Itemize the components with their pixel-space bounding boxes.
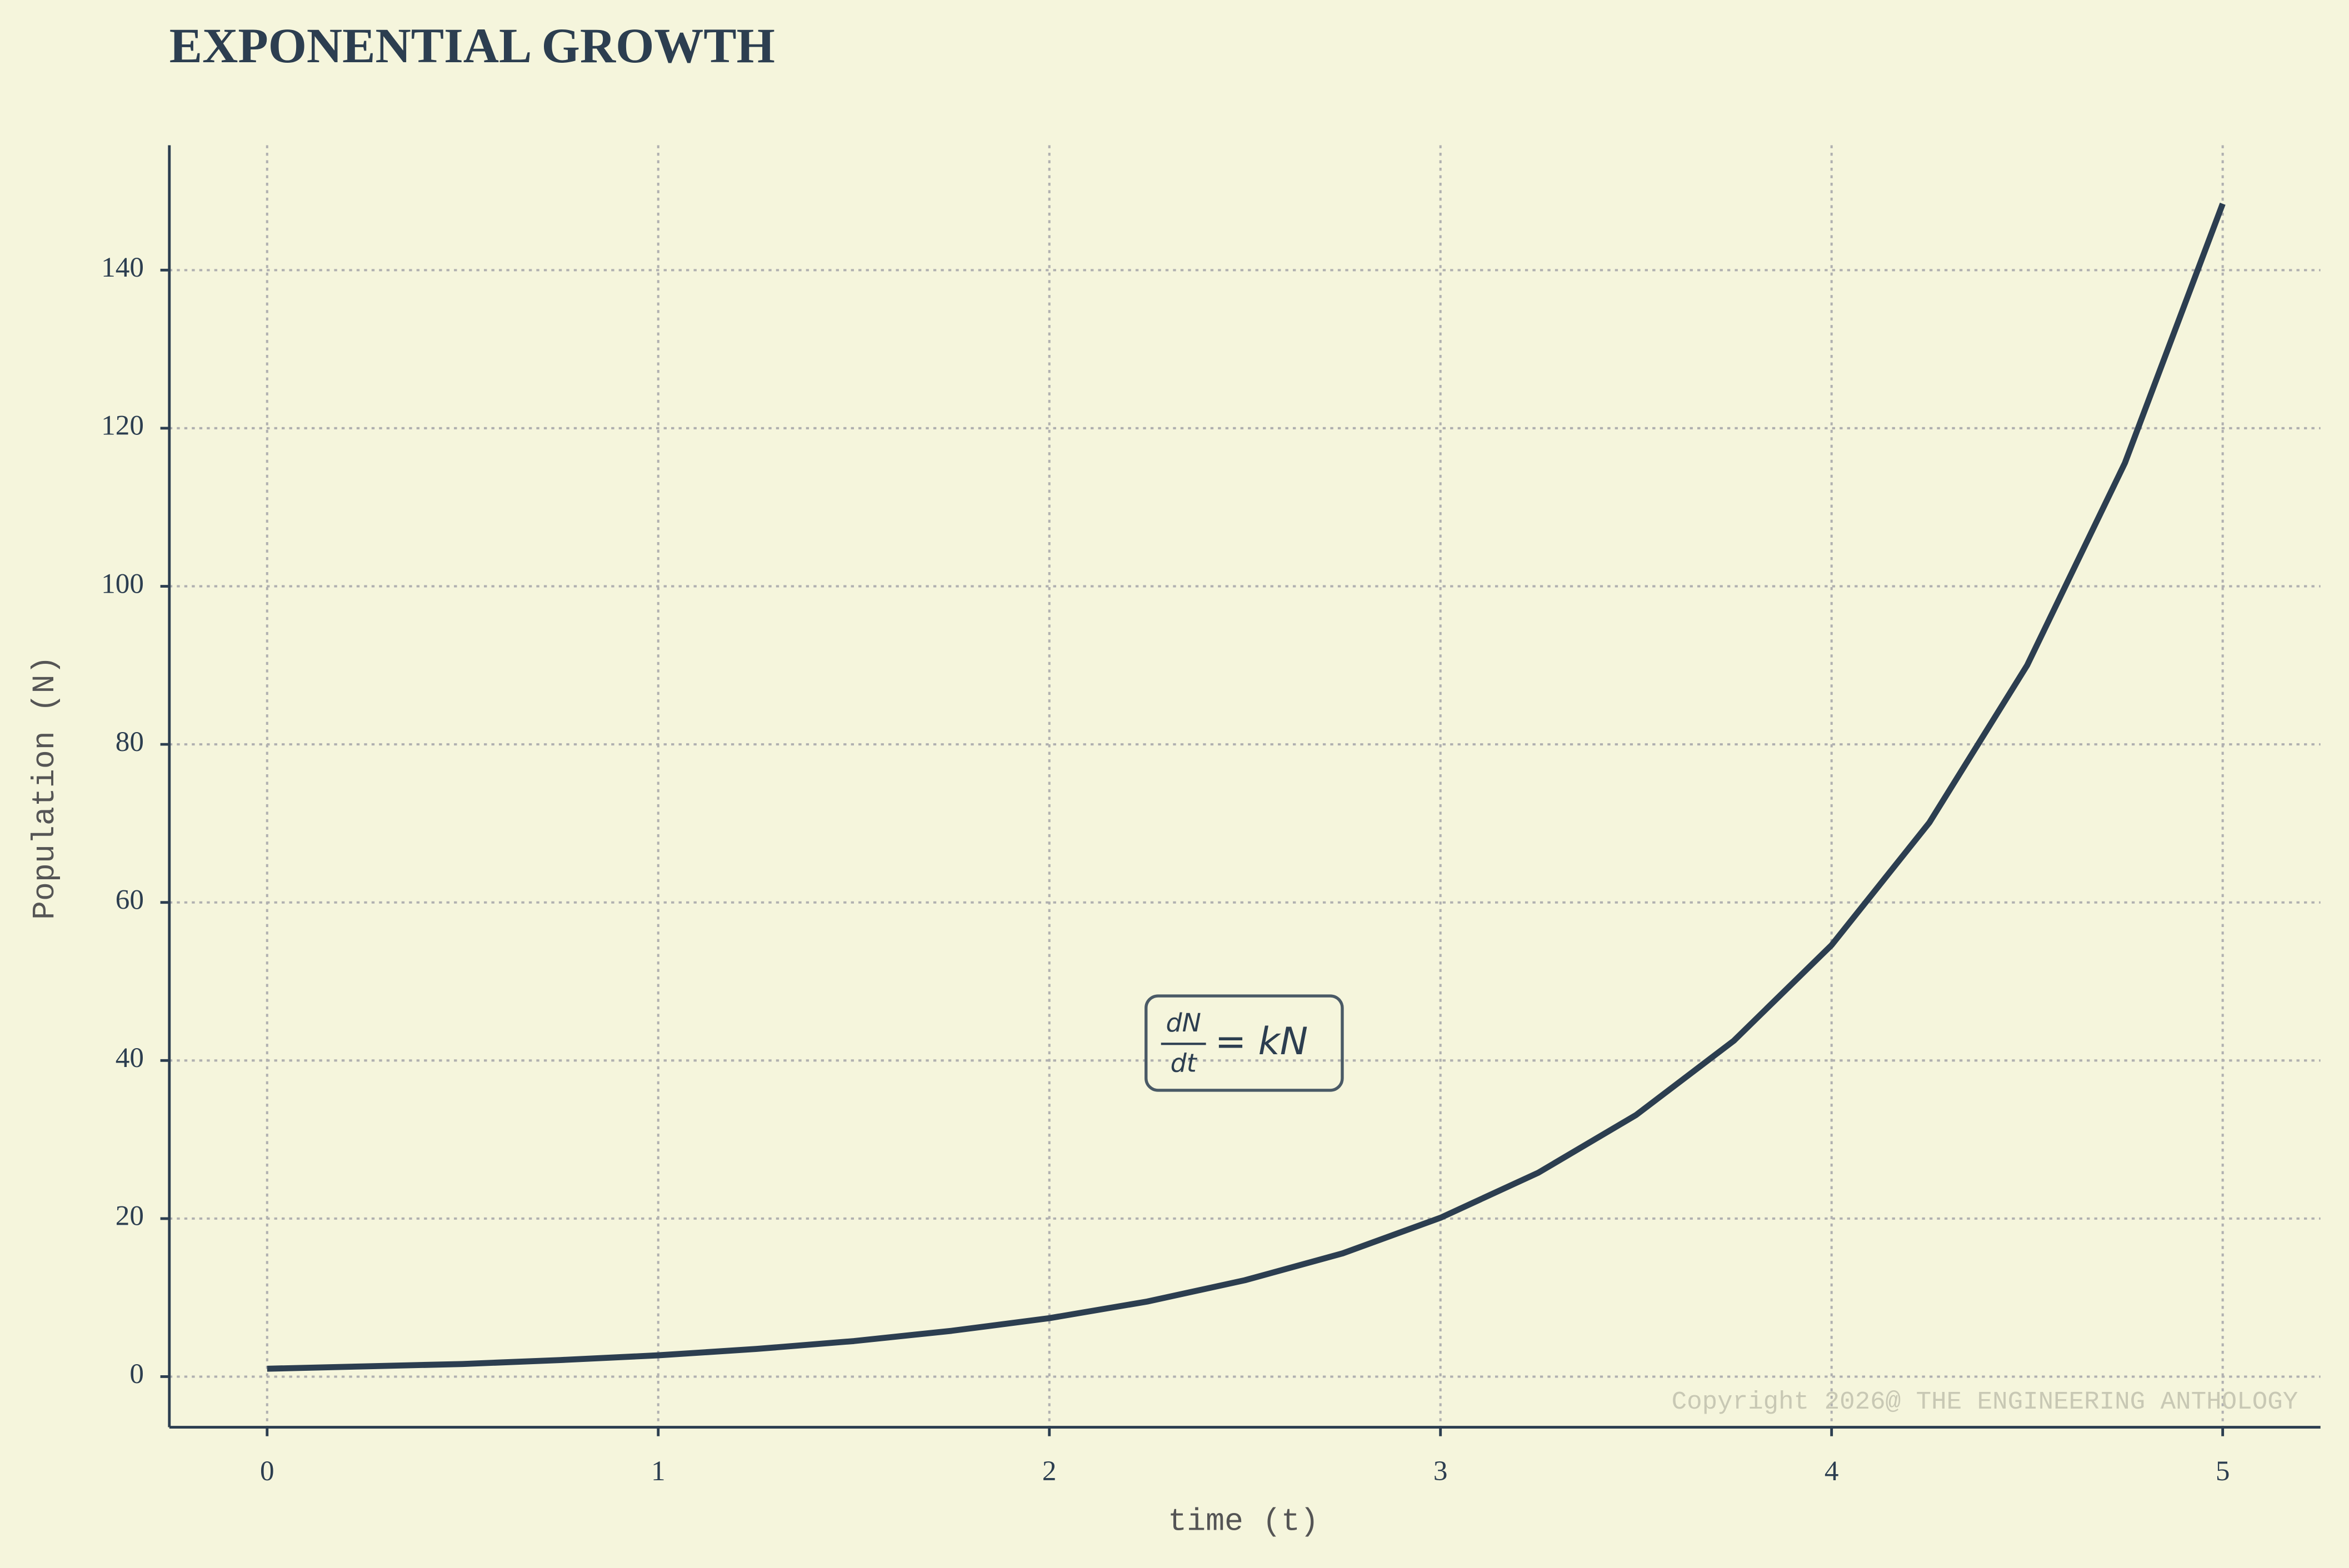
x-tick-label: 1: [651, 1455, 666, 1487]
y-tick-label: 140: [101, 252, 144, 283]
x-tick-label: 4: [1825, 1455, 1839, 1487]
y-tick-label: 40: [116, 1042, 144, 1074]
annotation-box: [1144, 994, 1344, 1092]
x-tick-label: 0: [260, 1455, 274, 1487]
y-tick-label: 100: [101, 568, 144, 599]
line: [267, 202, 2226, 1372]
watermark: Copyright 2026@ THE ENGINEERING ANTHOLOG…: [1672, 1387, 2298, 1416]
y-tick-label: 120: [101, 410, 144, 442]
plot-area: 0 1 2 3 4 5 0 20 40 60 80 100 120 140: [101, 145, 2321, 1487]
annotation: dN dt = kN: [1144, 994, 1344, 1092]
annotation-denominator: dt: [1171, 1048, 1198, 1078]
x-tick-label: 2: [1042, 1455, 1057, 1487]
y-tick-label: 0: [129, 1358, 144, 1390]
annotation-rhs: = kN: [1215, 1019, 1308, 1063]
y-axis-label: Population (N): [28, 655, 63, 920]
annotation-numerator: dN: [1166, 1008, 1201, 1038]
y-tick-label: 80: [116, 726, 144, 758]
x-axis-label: time (t): [1168, 1504, 1319, 1540]
chart-title: EXPONENTIAL GROWTH: [169, 19, 775, 73]
x-tick-label: 3: [1433, 1455, 1448, 1487]
y-tick-label: 20: [116, 1200, 144, 1232]
y-tick-label: 60: [116, 884, 144, 915]
x-tick-label: 5: [2216, 1455, 2230, 1487]
